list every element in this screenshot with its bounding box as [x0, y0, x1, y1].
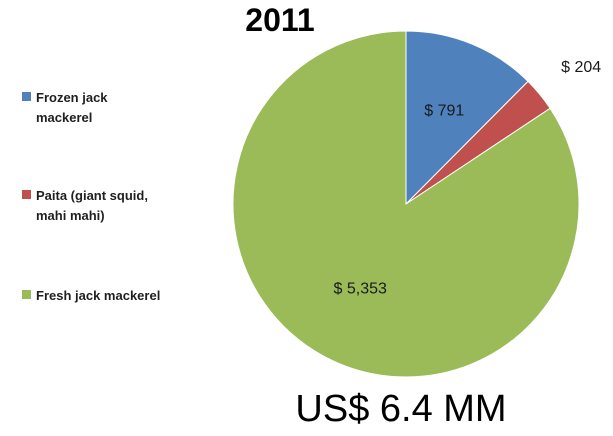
chart-title: 2011 — [245, 2, 315, 38]
legend-label: Frozen jack mackerel — [36, 88, 226, 128]
legend-label-line: mahi mahi) — [36, 208, 105, 223]
legend-label-line: mackerel — [36, 110, 93, 125]
legend-swatch — [22, 190, 31, 199]
pie-slice-fresh-jack-mackerel — [232, 30, 580, 378]
data-label-fresh-jack-mackerel: $ 5,353 — [334, 281, 387, 298]
legend-swatch — [22, 92, 31, 101]
pie-slices — [232, 30, 580, 378]
pie-data-labels: $ 791 $ 204 $ 5,353 — [334, 59, 602, 297]
data-label-paita: $ 204 — [561, 59, 601, 76]
legend-label-line: Frozen jack — [36, 90, 108, 105]
legend-label-line: Fresh jack mackerel — [36, 288, 161, 303]
legend-swatch — [22, 290, 31, 299]
legend-label: Paita (giant squid, mahi mahi) — [36, 186, 226, 226]
data-label-frozen-jack-mackerel: $ 791 — [424, 102, 464, 119]
total-label: US$ 6.4 MM — [295, 388, 507, 430]
pie-slice-frozen-jack-mackerel — [405, 30, 529, 206]
legend-label: Fresh jack mackerel — [36, 286, 226, 306]
legend-label-line: Paita (giant squid, — [36, 188, 148, 203]
